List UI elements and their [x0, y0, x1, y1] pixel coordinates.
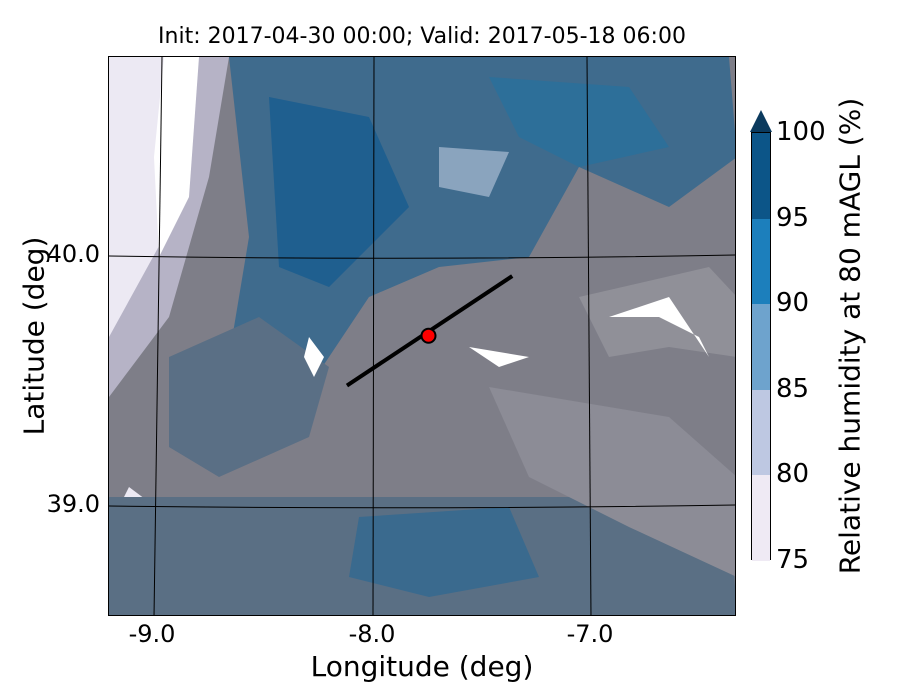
site-marker [420, 327, 437, 344]
y-tick-label: 39.0 [46, 490, 100, 518]
colorbar-tick-label: 100 [776, 117, 826, 147]
plot-title: Init: 2017-04-30 00:00; Valid: 2017-05-1… [158, 24, 686, 49]
humidity-field-map [109, 57, 735, 615]
colorbar-label: Relative humidity at 80 mAGL (%) [833, 97, 867, 575]
colorbar-segment [752, 475, 770, 561]
x-tick-label: -8.0 [348, 620, 396, 648]
y-tick-label: 40.0 [46, 240, 100, 268]
colorbar-segment [752, 389, 770, 476]
graticule [109, 57, 735, 615]
x-tick-label: -7.0 [566, 620, 614, 648]
colorbar-extend-arrow [750, 110, 772, 132]
colorbar [751, 132, 771, 561]
y-axis-label: Latitude (deg) [17, 236, 51, 436]
colorbar-tick-label: 90 [776, 288, 810, 319]
colorbar-segment [752, 133, 770, 219]
colorbar-tick-label: 80 [776, 459, 810, 490]
colorbar-tick-label: 95 [776, 202, 810, 233]
colorbar-tick-label: 85 [776, 373, 810, 404]
colorbar-tick-label: 75 [776, 545, 810, 575]
map-panel [108, 56, 736, 616]
x-axis-label: Longitude (deg) [310, 650, 534, 683]
colorbar-segment [752, 304, 770, 390]
colorbar-segment [752, 218, 770, 305]
x-tick-label: -9.0 [128, 620, 176, 648]
